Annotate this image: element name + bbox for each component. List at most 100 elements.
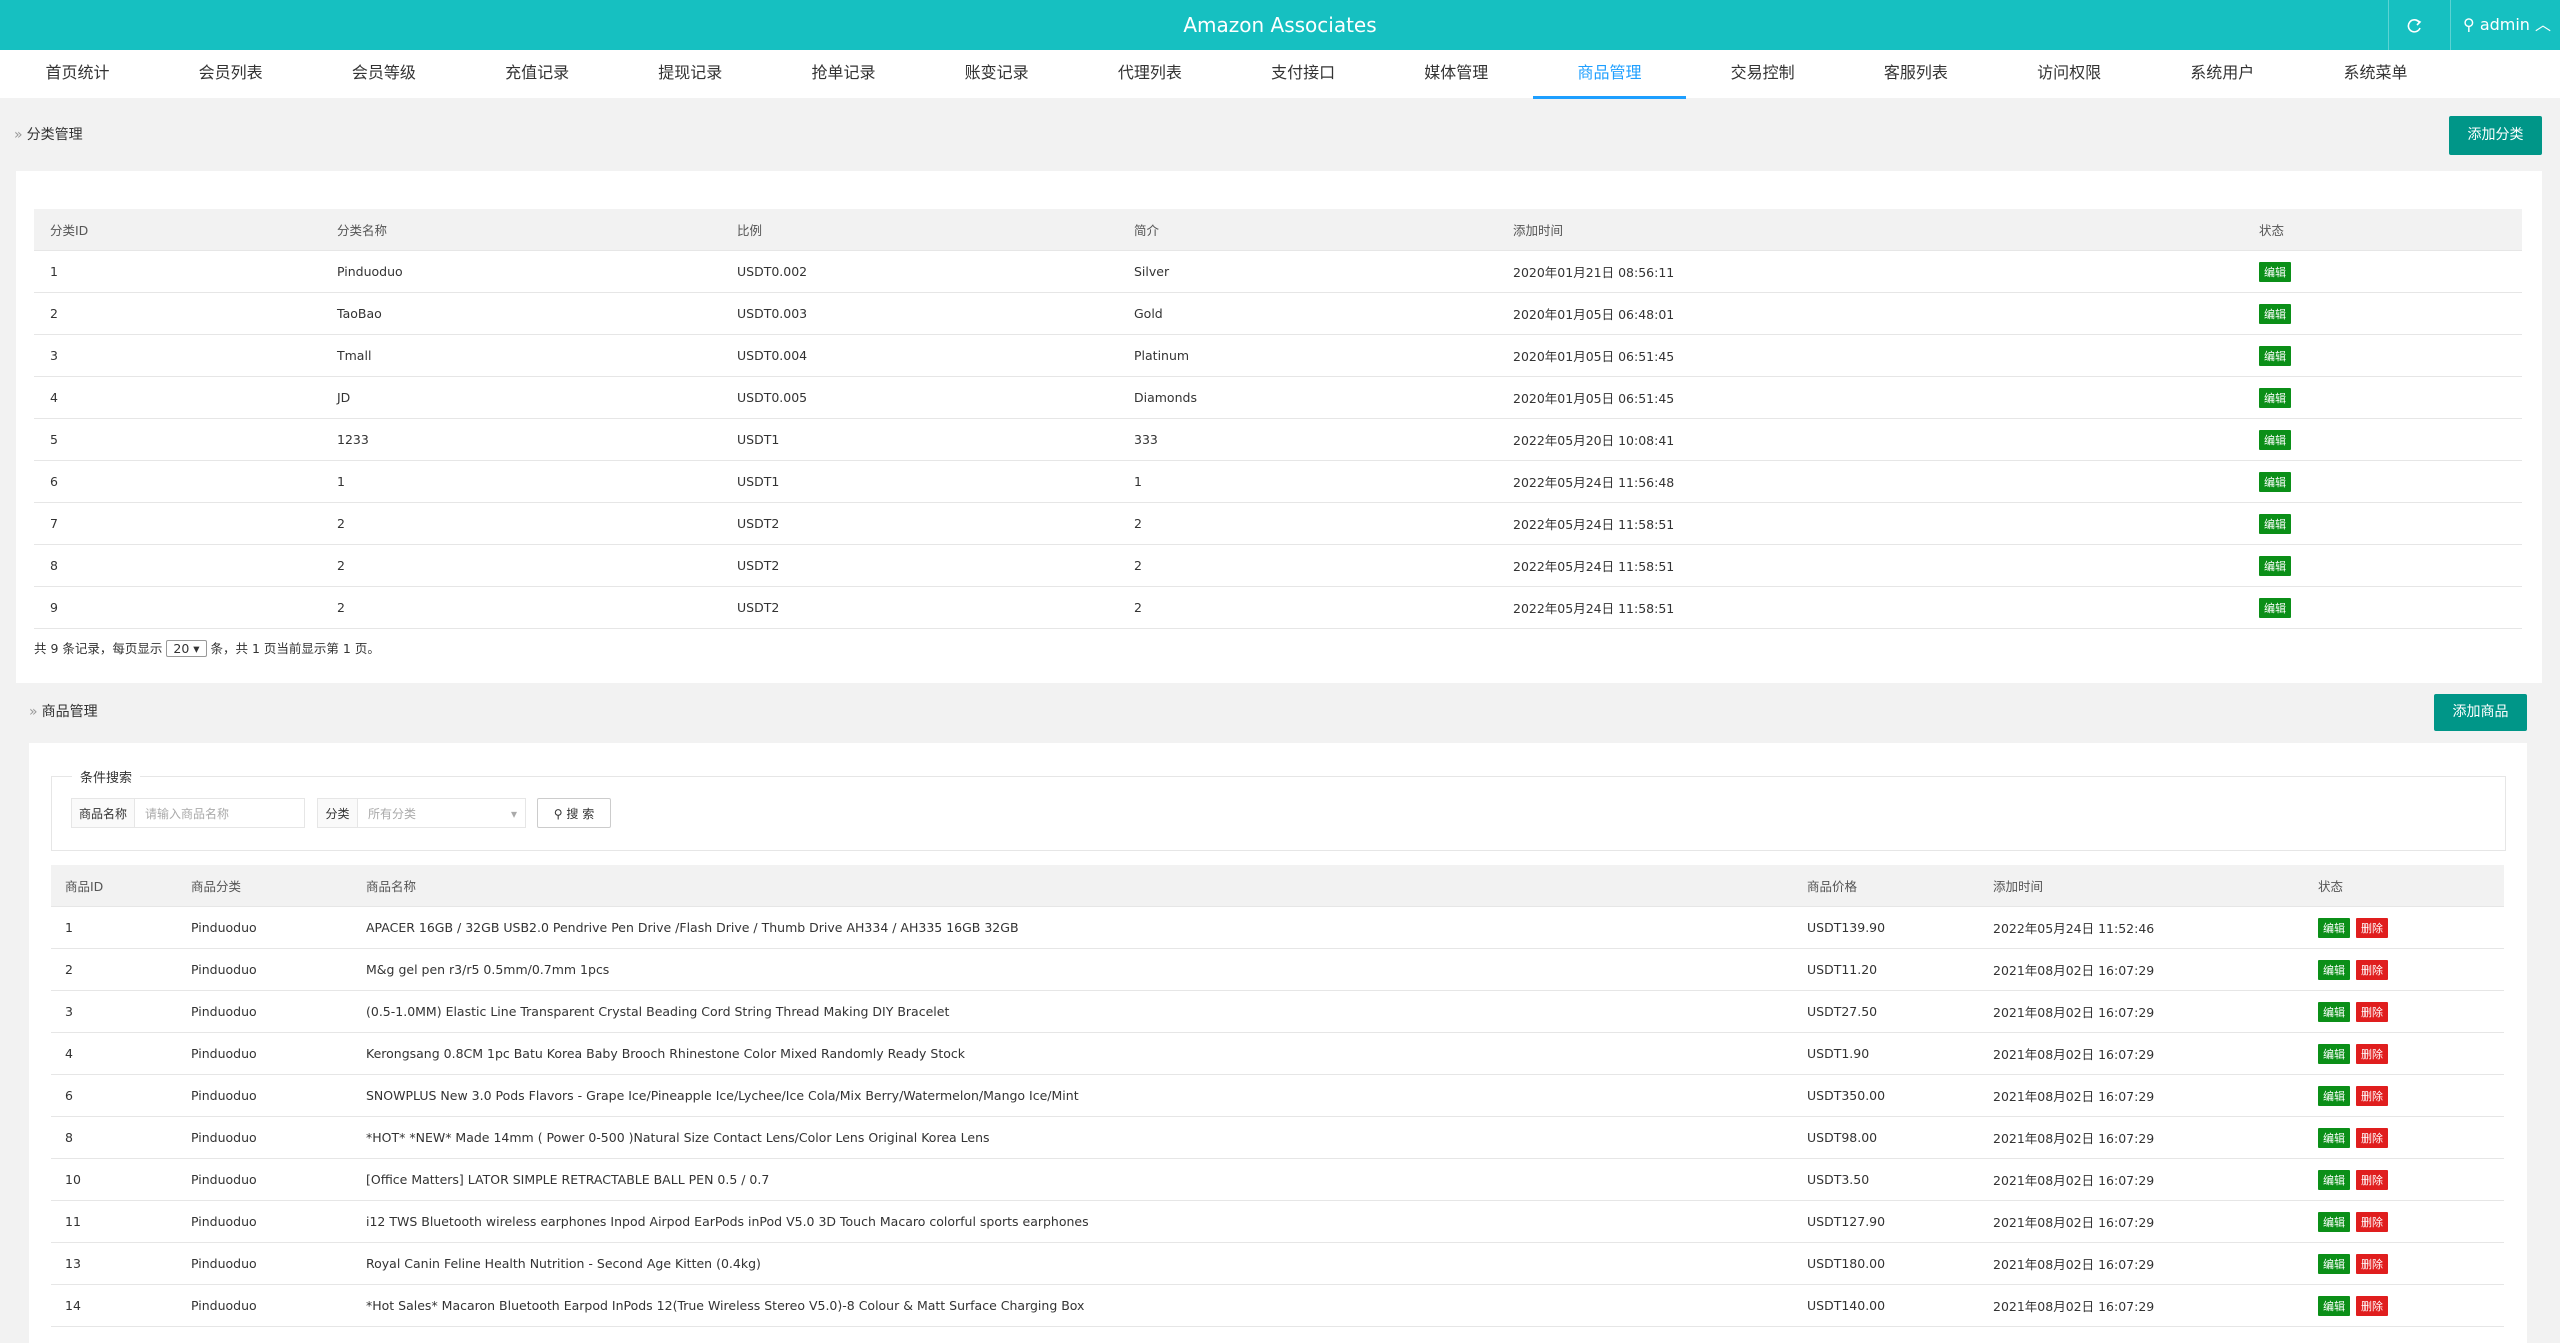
edit-button[interactable]: 编辑 xyxy=(2318,917,2350,938)
table-cell: 3 xyxy=(51,990,177,1033)
table-cell: USDT0.004 xyxy=(721,334,1118,377)
edit-button[interactable]: 编辑 xyxy=(2318,1169,2350,1190)
table-cell: Platinum xyxy=(1118,334,1497,377)
nav-item[interactable]: 提现记录 xyxy=(658,63,723,82)
category-select[interactable]: 所有分类 ▾ xyxy=(357,798,526,828)
status-cell: 编辑 xyxy=(2243,334,2522,377)
table-row: 13 Pinduoduo Royal Canin Feline Health Nut… xyxy=(51,1242,2504,1285)
add-product-button[interactable]: 添加商品 xyxy=(2434,694,2527,731)
table-cell: USDT1.90 xyxy=(1793,1032,1979,1075)
status-cell: 编辑 xyxy=(2243,502,2522,545)
nav-item[interactable]: 充值记录 xyxy=(505,63,570,82)
edit-button[interactable]: 编辑 xyxy=(2259,345,2291,366)
column-header: 商品分类 xyxy=(177,865,352,907)
edit-button[interactable]: 编辑 xyxy=(2259,597,2291,618)
table-cell: 9 xyxy=(34,586,321,629)
nav-item[interactable]: 会员等级 xyxy=(351,63,416,82)
nav-item[interactable]: 商品管理 xyxy=(1533,50,1686,99)
nav-item[interactable]: 客服列表 xyxy=(1883,63,1948,82)
edit-button[interactable]: 编辑 xyxy=(2318,959,2350,980)
delete-button[interactable]: 删除 xyxy=(2356,1085,2388,1106)
nav-item[interactable]: 访问权限 xyxy=(2037,63,2102,82)
table-cell: USDT127.90 xyxy=(1793,1200,1979,1243)
table-cell: Pinduoduo xyxy=(177,1074,352,1117)
edit-button[interactable]: 编辑 xyxy=(2318,1001,2350,1022)
table-cell: 2 xyxy=(51,948,177,991)
delete-button[interactable]: 删除 xyxy=(2356,917,2388,938)
edit-button[interactable]: 编辑 xyxy=(2259,555,2291,576)
edit-button[interactable]: 编辑 xyxy=(2259,387,2291,408)
table-cell: 5 xyxy=(34,418,321,461)
name-input[interactable]: 请输入商品名称 xyxy=(134,798,305,828)
user-icon: ⚲ xyxy=(2463,15,2480,34)
table-cell: Pinduoduo xyxy=(177,948,352,991)
table-cell: 2022年05月24日 11:58:51 xyxy=(1497,586,2243,629)
table-cell: USDT0.002 xyxy=(721,250,1118,293)
table-row: 8 Pinduoduo *HOT* *NEW* Made 14mm ( Power … xyxy=(51,1116,2504,1159)
edit-button[interactable]: 编辑 xyxy=(2259,513,2291,534)
add-category-button[interactable]: 添加分类 xyxy=(2449,116,2542,155)
delete-button[interactable]: 删除 xyxy=(2356,959,2388,980)
nav-item[interactable]: 媒体管理 xyxy=(1424,63,1489,82)
page: { "header": {"title": "Amazon Associates… xyxy=(0,0,2560,1305)
edit-button[interactable]: 编辑 xyxy=(2318,1253,2350,1274)
column-header: 商品ID xyxy=(51,865,177,907)
delete-button[interactable]: 删除 xyxy=(2356,1127,2388,1148)
table-cell: 2021年08月02日 16:07:29 xyxy=(1979,1200,2304,1243)
table-cell: 2022年05月24日 11:58:51 xyxy=(1497,502,2243,545)
nav-item[interactable]: 交易控制 xyxy=(1730,63,1795,82)
status-cell: 编辑 删除 xyxy=(2304,948,2504,991)
table-row: 2 TaoBao USDT0.003 Gold 2020年01月05日 06:48:01… xyxy=(34,292,2522,335)
table-cell: 2021年08月02日 16:07:29 xyxy=(1979,1284,2304,1327)
category-table: 分类ID 分类名称 比例 简介 添加时间 状态 1 Pinduoduo USDT0.002 Sil… xyxy=(34,209,2522,629)
nav-item[interactable]: 会员列表 xyxy=(198,63,263,82)
edit-button[interactable]: 编辑 xyxy=(2318,1211,2350,1232)
search-button-label: 搜 索 xyxy=(566,807,595,821)
table-cell: 2022年05月20日 10:08:41 xyxy=(1497,418,2243,461)
table-cell: Silver xyxy=(1118,250,1497,293)
table-cell: 2021年08月02日 16:07:29 xyxy=(1979,1074,2304,1117)
nav-item[interactable]: 首页统计 xyxy=(45,63,110,82)
nav-item[interactable]: 系统用户 xyxy=(2190,63,2255,82)
nav-item[interactable]: 系统菜单 xyxy=(2343,63,2408,82)
edit-button[interactable]: 编辑 xyxy=(2259,429,2291,450)
table-cell: 2021年08月02日 16:07:29 xyxy=(1979,948,2304,991)
user-menu[interactable]: ⚲ admin ︿ xyxy=(2450,0,2560,50)
category-panel: 分类ID 分类名称 比例 简介 添加时间 状态 1 Pinduoduo USDT0.002 Sil… xyxy=(16,171,2542,683)
table-cell: USDT139.90 xyxy=(1793,906,1979,949)
nav-item[interactable]: 抢单记录 xyxy=(811,63,876,82)
caret: ︿ xyxy=(2529,15,2552,34)
delete-button[interactable]: 删除 xyxy=(2356,1001,2388,1022)
edit-button[interactable]: 编辑 xyxy=(2318,1043,2350,1064)
delete-button[interactable]: 删除 xyxy=(2356,1295,2388,1316)
edit-button[interactable]: 编辑 xyxy=(2259,303,2291,324)
edit-button[interactable]: 编辑 xyxy=(2318,1295,2350,1316)
delete-button[interactable]: 删除 xyxy=(2356,1253,2388,1274)
delete-button[interactable]: 删除 xyxy=(2356,1169,2388,1190)
nav-item[interactable]: 支付接口 xyxy=(1271,63,1336,82)
table-cell: 6 xyxy=(51,1074,177,1117)
pagination: 共 9 条记录，每页显示 20 ▾ 条，共 1 页当前显示第 1 页。 xyxy=(34,638,380,657)
page-size-select[interactable]: 20 ▾ xyxy=(166,640,207,657)
refresh-button[interactable] xyxy=(2388,0,2439,50)
edit-button[interactable]: 编辑 xyxy=(2259,471,2291,492)
edit-button[interactable]: 编辑 xyxy=(2318,1085,2350,1106)
table-cell: 2 xyxy=(321,586,721,629)
column-header: 商品价格 xyxy=(1793,865,1979,907)
column-header: 状态 xyxy=(2304,865,2504,907)
table-cell: 1 xyxy=(51,906,177,949)
search-button[interactable]: ⚲ 搜 索 xyxy=(537,798,611,828)
edit-button[interactable]: 编辑 xyxy=(2259,261,2291,282)
table-cell: 2021年08月02日 16:07:29 xyxy=(1979,1158,2304,1201)
nav-item[interactable]: 代理列表 xyxy=(1117,63,1182,82)
delete-button[interactable]: 删除 xyxy=(2356,1043,2388,1064)
table-cell: USDT1 xyxy=(721,418,1118,461)
delete-button[interactable]: 删除 xyxy=(2356,1211,2388,1232)
edit-button[interactable]: 编辑 xyxy=(2318,1127,2350,1148)
nav-item[interactable]: 账变记录 xyxy=(964,63,1029,82)
table-cell: Kerongsang 0.8CM 1pc Batu Korea Baby Bro… xyxy=(352,1032,1793,1075)
column-header: 添加时间 xyxy=(1979,865,2304,907)
table-row: 1 Pinduoduo USDT0.002 Silver 2020年01月21日 08:… xyxy=(34,250,2522,293)
page-size: 20 xyxy=(173,641,190,656)
table-row: 10 Pinduoduo [Office Matters] LATOR SIMPLE… xyxy=(51,1158,2504,1201)
